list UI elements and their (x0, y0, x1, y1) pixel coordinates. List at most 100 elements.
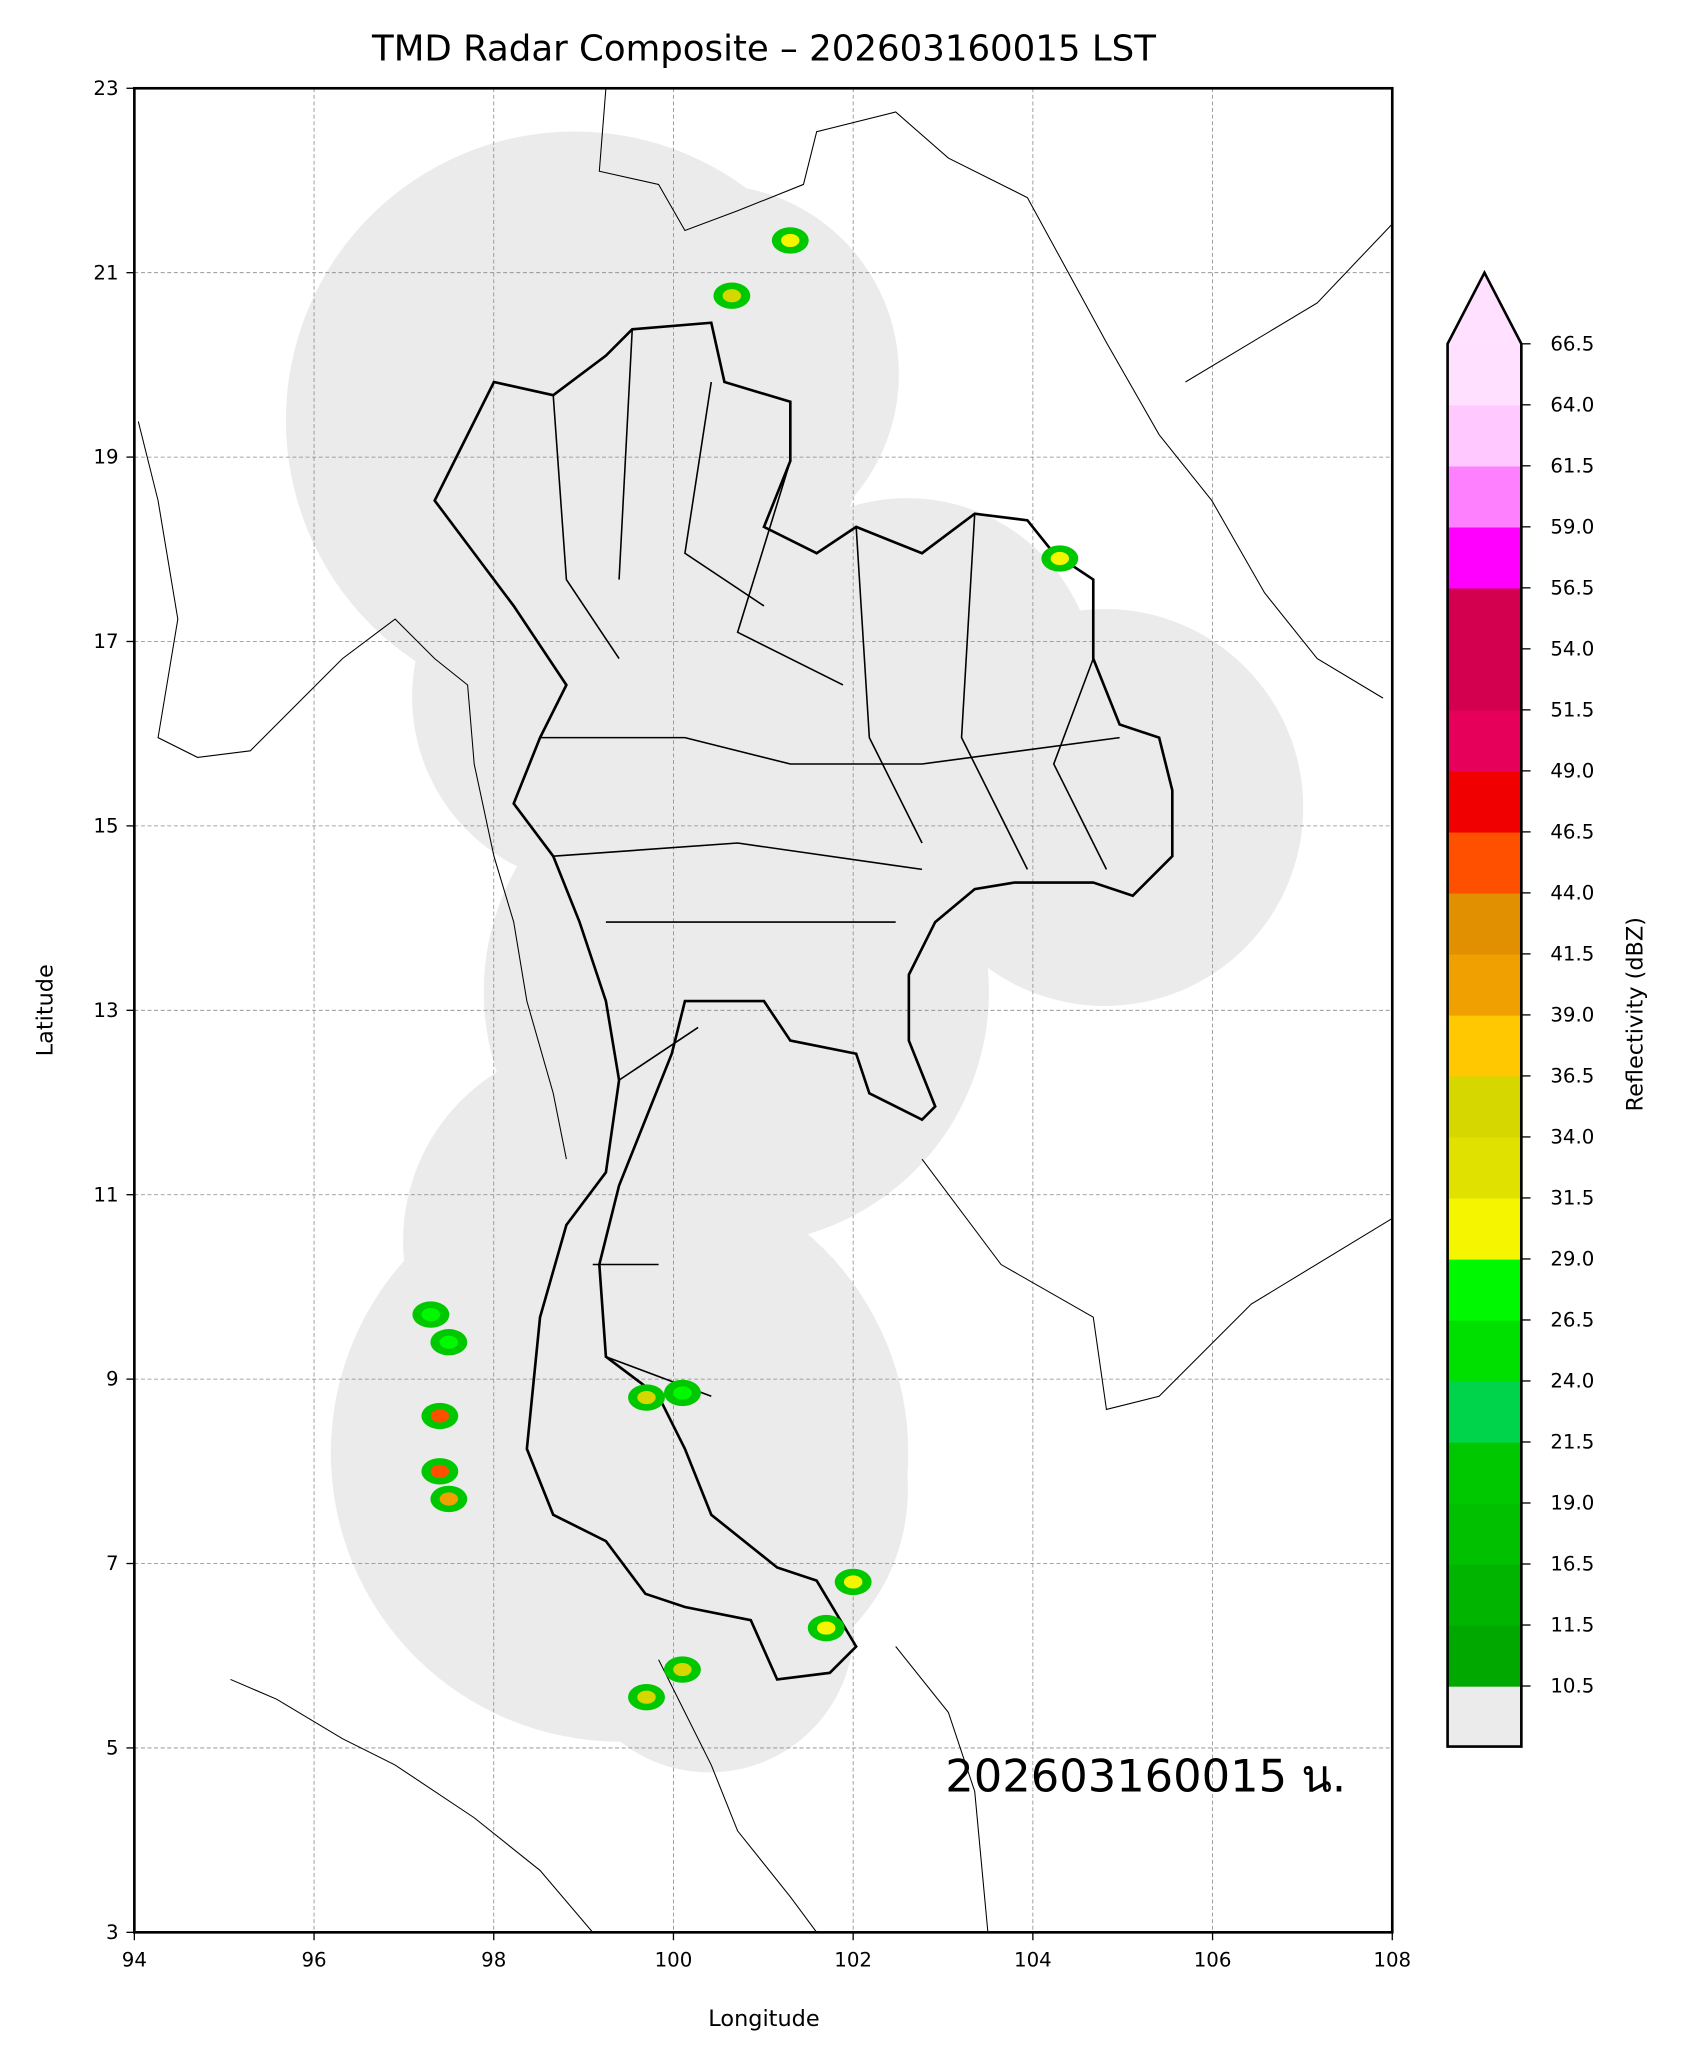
colorbar-under-segment (1447, 1686, 1522, 1747)
echo-core (439, 1492, 459, 1506)
x-axis-label: Longitude (708, 2006, 819, 2032)
colorbar: 10.5 11.5 16.5 19.0 21.5 24.0 26.5 29.0 31.5 34.0… (1446, 269, 1594, 1748)
colorbar-tick-label: 19.0 (1550, 1492, 1594, 1515)
coastline-sumatra (230, 1678, 594, 1933)
radar-coverage-circle (906, 608, 1304, 1006)
colorbar-tick-label: 66.5 (1550, 332, 1594, 355)
border-laos-vietnam (598, 88, 1393, 1411)
colorbar-segment (1447, 1258, 1522, 1321)
echo-core (430, 1409, 450, 1423)
echo-core (722, 289, 742, 303)
y-axis-label: Latitude (33, 964, 59, 1056)
coastlines (137, 88, 1393, 1933)
echo-core (843, 1575, 863, 1589)
y-tick-label: 15 (93, 814, 118, 837)
echo-core (781, 233, 800, 247)
echo-core (637, 1690, 656, 1704)
radar-coverage-circle (519, 184, 899, 564)
thailand-outline (433, 321, 1174, 1681)
echo-core (816, 1621, 836, 1635)
colorbar-tick-label: 61.5 (1550, 454, 1594, 477)
colorbar-segment (1447, 343, 1522, 406)
colorbar-tick-label: 64.0 (1550, 393, 1594, 416)
x-tick-label: 96 (301, 1949, 326, 1972)
colorbar-segment (1447, 526, 1522, 589)
colorbar-tick-label: 51.5 (1550, 698, 1594, 721)
colorbar-tick-label: 11.5 (1550, 1614, 1594, 1637)
colorbar-tick-label: 31.5 (1550, 1187, 1594, 1210)
colorbar-segment (1447, 709, 1522, 772)
colorbar-segment (1447, 892, 1522, 955)
echo-core (673, 1386, 692, 1400)
y-tick-label: 23 (93, 77, 118, 100)
y-tick-label: 17 (93, 630, 118, 653)
colorbar-segment (1447, 1075, 1522, 1138)
coastline-malaysia (658, 1646, 989, 1933)
colorbar-tick-label: 34.0 (1550, 1126, 1594, 1149)
colorbar-segment (1447, 1625, 1522, 1687)
colorbar-tick-label: 16.5 (1550, 1553, 1594, 1576)
colorbar-segment (1447, 587, 1522, 650)
colorbar-frame (1446, 269, 1523, 1748)
colorbar-extend-arrow (1447, 272, 1522, 344)
y-tick-label: 13 (93, 999, 118, 1022)
colorbar-segment (1447, 1197, 1522, 1260)
province-borders (540, 329, 1120, 1397)
colorbar-segment (1447, 1441, 1522, 1504)
colorbar-segment (1447, 404, 1522, 467)
colorbar-segment (1447, 1319, 1522, 1382)
x-tick-label: 98 (481, 1949, 506, 1972)
x-tick-label: 106 (1194, 1949, 1232, 1972)
colorbar-tick-label: 46.5 (1550, 820, 1594, 843)
y-axis: 3 5 7 9 11 13 15 17 19 21 23 (93, 77, 135, 1944)
colorbar-segment (1447, 1380, 1522, 1443)
colorbar-segment (1447, 465, 1522, 528)
x-tick-label: 100 (655, 1949, 693, 1972)
map-area (134, 88, 1393, 1933)
echo-core (430, 1464, 450, 1478)
colorbar-tick-label: 41.5 (1550, 942, 1594, 965)
colorbar-segment (1447, 1136, 1522, 1199)
colorbar-segment (1447, 953, 1522, 1016)
colorbar-tick-label: 56.5 (1550, 576, 1594, 599)
colorbar-tick-label: 29.0 (1550, 1248, 1594, 1271)
y-tick-label: 5 (106, 1737, 119, 1760)
coastline-myanmar (137, 421, 567, 1160)
colorbar-segment (1447, 1014, 1522, 1077)
colorbar-tick-label: 21.5 (1550, 1431, 1594, 1454)
x-tick-label: 102 (834, 1949, 872, 1972)
y-tick-label: 11 (93, 1183, 118, 1206)
colorbar-segment (1447, 831, 1522, 894)
x-axis: 94 96 98 100 102 104 106 108 (122, 1932, 1411, 1972)
x-tick-label: 94 (122, 1949, 147, 1972)
radar-coverage (285, 131, 1304, 1773)
colorbar-tick-label: 59.0 (1550, 515, 1594, 538)
colorbar-tick-label: 39.0 (1550, 1003, 1594, 1026)
y-tick-label: 9 (106, 1368, 119, 1391)
y-tick-label: 19 (93, 446, 118, 469)
timestamp-annotation: 202603160015 น. (945, 1749, 1346, 1802)
colorbar-tick-label: 49.0 (1550, 759, 1594, 782)
y-tick-label: 3 (106, 1921, 119, 1944)
echo-core (637, 1390, 656, 1405)
x-tick-label: 108 (1373, 1949, 1411, 1972)
echo-core (439, 1335, 459, 1349)
colorbar-segment (1447, 770, 1522, 833)
y-tick-label: 7 (106, 1552, 119, 1575)
colorbar-tick-label: 54.0 (1550, 637, 1594, 660)
y-tick-label: 21 (93, 261, 118, 284)
colorbar-segment (1447, 648, 1522, 711)
colorbar-label: Reflectivity (dBZ) (1623, 917, 1649, 1111)
radar-echoes (412, 227, 1079, 1711)
echo-core (673, 1662, 692, 1677)
colorbar-tick-label: 44.0 (1550, 881, 1594, 904)
colorbar-segment (1447, 1502, 1522, 1565)
x-tick-label: 104 (1014, 1949, 1052, 1972)
echo-core (1050, 551, 1070, 566)
colorbar-tick-label: 26.5 (1550, 1309, 1594, 1332)
colorbar-tick-label: 10.5 (1550, 1675, 1594, 1698)
colorbar-tick-label: 36.5 (1550, 1065, 1594, 1088)
chart-title: TMD Radar Composite – 202603160015 LST (371, 29, 1156, 70)
colorbar-segment (1447, 1564, 1522, 1626)
